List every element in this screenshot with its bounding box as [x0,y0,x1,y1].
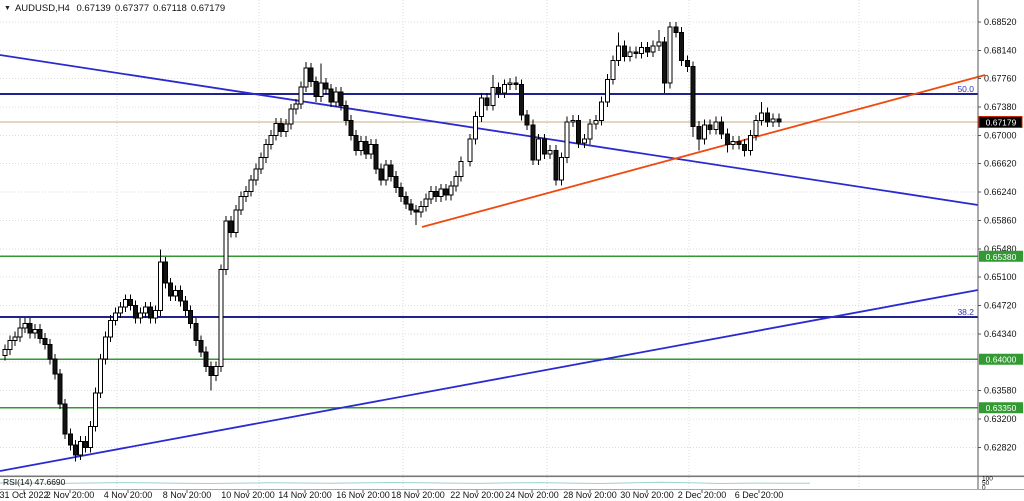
high-value: 0.67377 [114,3,150,14]
symbol-dropdown-icon[interactable]: ▼ [4,5,11,12]
price-tick-label: 0.63200 [984,414,1017,424]
svg-text:0.64000: 0.64000 [986,355,1017,365]
current-price-badge: 0.67179 [978,116,1023,128]
price-tick-label: 0.65860 [984,215,1017,225]
green-level-lines[interactable] [0,255,978,409]
rsi-indicator-label: RSI(14) 47.6690 [3,477,66,487]
price-tick-label: 0.62820 [984,442,1017,452]
time-tick-label: 31 Oct 2022 [0,490,49,500]
price-level-badge: 0.63350 [979,402,1023,414]
rsi-scale-label: 0 [982,485,986,492]
fibo-label: 38.2 [957,307,974,317]
price-tick-label: 0.67380 [984,102,1017,112]
svg-text:0.63350: 0.63350 [986,403,1017,413]
svg-text:0.65380: 0.65380 [986,252,1017,262]
time-tick-label: 18 Nov 20:00 [391,490,445,500]
close-value: 0.67179 [190,3,226,14]
price-tick-label: 0.65100 [984,272,1017,282]
open-value: 0.67139 [76,3,111,14]
low-value: 0.67118 [153,3,187,14]
time-tick-label: 4 Nov 20:00 [104,490,153,500]
rsi-scale-label: 50 [982,480,990,487]
fibo-label: 50.0 [957,84,974,94]
grid-lines [0,0,978,489]
candlestick-series [2,21,782,462]
time-tick-label: 24 Nov 20:00 [505,490,559,500]
rsi-line [0,481,811,485]
symbol-label: AUDUSD,H4 [14,3,70,14]
price-tick-label: 0.67760 [984,74,1017,84]
price-tick-label: 0.65480 [984,244,1017,254]
time-tick-label: 10 Nov 20:00 [221,490,275,500]
price-tick-label: 0.67000 [984,130,1017,140]
price-tick-label: 0.68140 [984,45,1017,55]
price-level-badge: 0.64000 [979,353,1023,365]
price-axis-background [979,0,1024,501]
time-tick-label: 30 Nov 20:00 [620,490,674,500]
time-tick-label: 22 Nov 20:00 [450,490,504,500]
rsi-scale-label: 100 [982,476,993,483]
time-tick-label: 28 Nov 20:00 [563,490,617,500]
time-tick-label: 8 Nov 20:00 [163,490,212,500]
time-tick-label: 6 Dec 20:00 [735,490,784,500]
price-tick-label: 0.63580 [984,386,1017,396]
price-tick-label: 0.68520 [984,17,1017,27]
time-tick-label: 14 Nov 20:00 [278,490,332,500]
price-level-badge: 0.65380 [979,250,1023,262]
ohlc-header: ▼ AUDUSD,H4 0.67139 0.67377 0.67118 0.67179 [4,3,229,14]
time-tick-label: 2 Dec 20:00 [678,490,727,500]
price-tick-label: 0.66620 [984,159,1017,169]
time-tick-label: 16 Nov 20:00 [336,490,390,500]
price-axis[interactable]: 0.68520 0.68140 0.67760 0.67380 0.67000 0.666… [977,0,1017,489]
trendlines[interactable] [0,54,986,472]
time-tick-label: 2 Nov 20:00 [46,490,95,500]
svg-text:0.67179: 0.67179 [986,118,1017,128]
price-tick-label: 0.64340 [984,329,1017,339]
fibo-level-lines[interactable]: 50.0 38.2 [0,84,978,318]
price-tick-label: 0.66240 [984,187,1017,197]
price-tick-label: 0.64720 [984,301,1017,311]
